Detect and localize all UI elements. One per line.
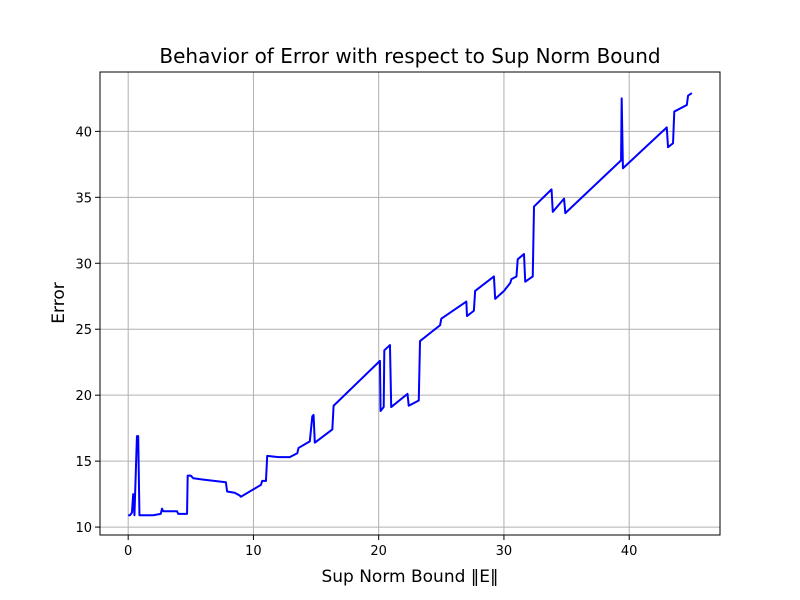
x-tick-label: 40 (621, 544, 638, 559)
x-tick-label: 30 (496, 544, 513, 559)
x-tick-label: 0 (124, 544, 132, 559)
series-layer (128, 92, 693, 517)
grid (100, 72, 720, 535)
y-tick-label: 35 (75, 191, 92, 206)
y-tick-label: 30 (75, 257, 92, 272)
series-line (128, 92, 693, 517)
y-tick-label: 10 (75, 521, 92, 536)
plot-frame (99, 71, 721, 536)
x-tick-label: 10 (245, 544, 262, 559)
y-tick-label: 40 (75, 125, 92, 140)
y-tick-label: 25 (75, 323, 92, 338)
y-tick-label: 20 (75, 389, 92, 404)
chart-title: Behavior of Error with respect to Sup No… (159, 44, 660, 68)
y-axis-label: Error (49, 282, 69, 323)
ticks: 0 10 20 30 40 10 15 20 25 30 35 40 (75, 125, 637, 559)
y-tick-label: 15 (75, 455, 92, 470)
x-axis-label: Sup Norm Bound ‖E‖ (321, 567, 498, 587)
x-tick-label: 20 (370, 544, 387, 559)
